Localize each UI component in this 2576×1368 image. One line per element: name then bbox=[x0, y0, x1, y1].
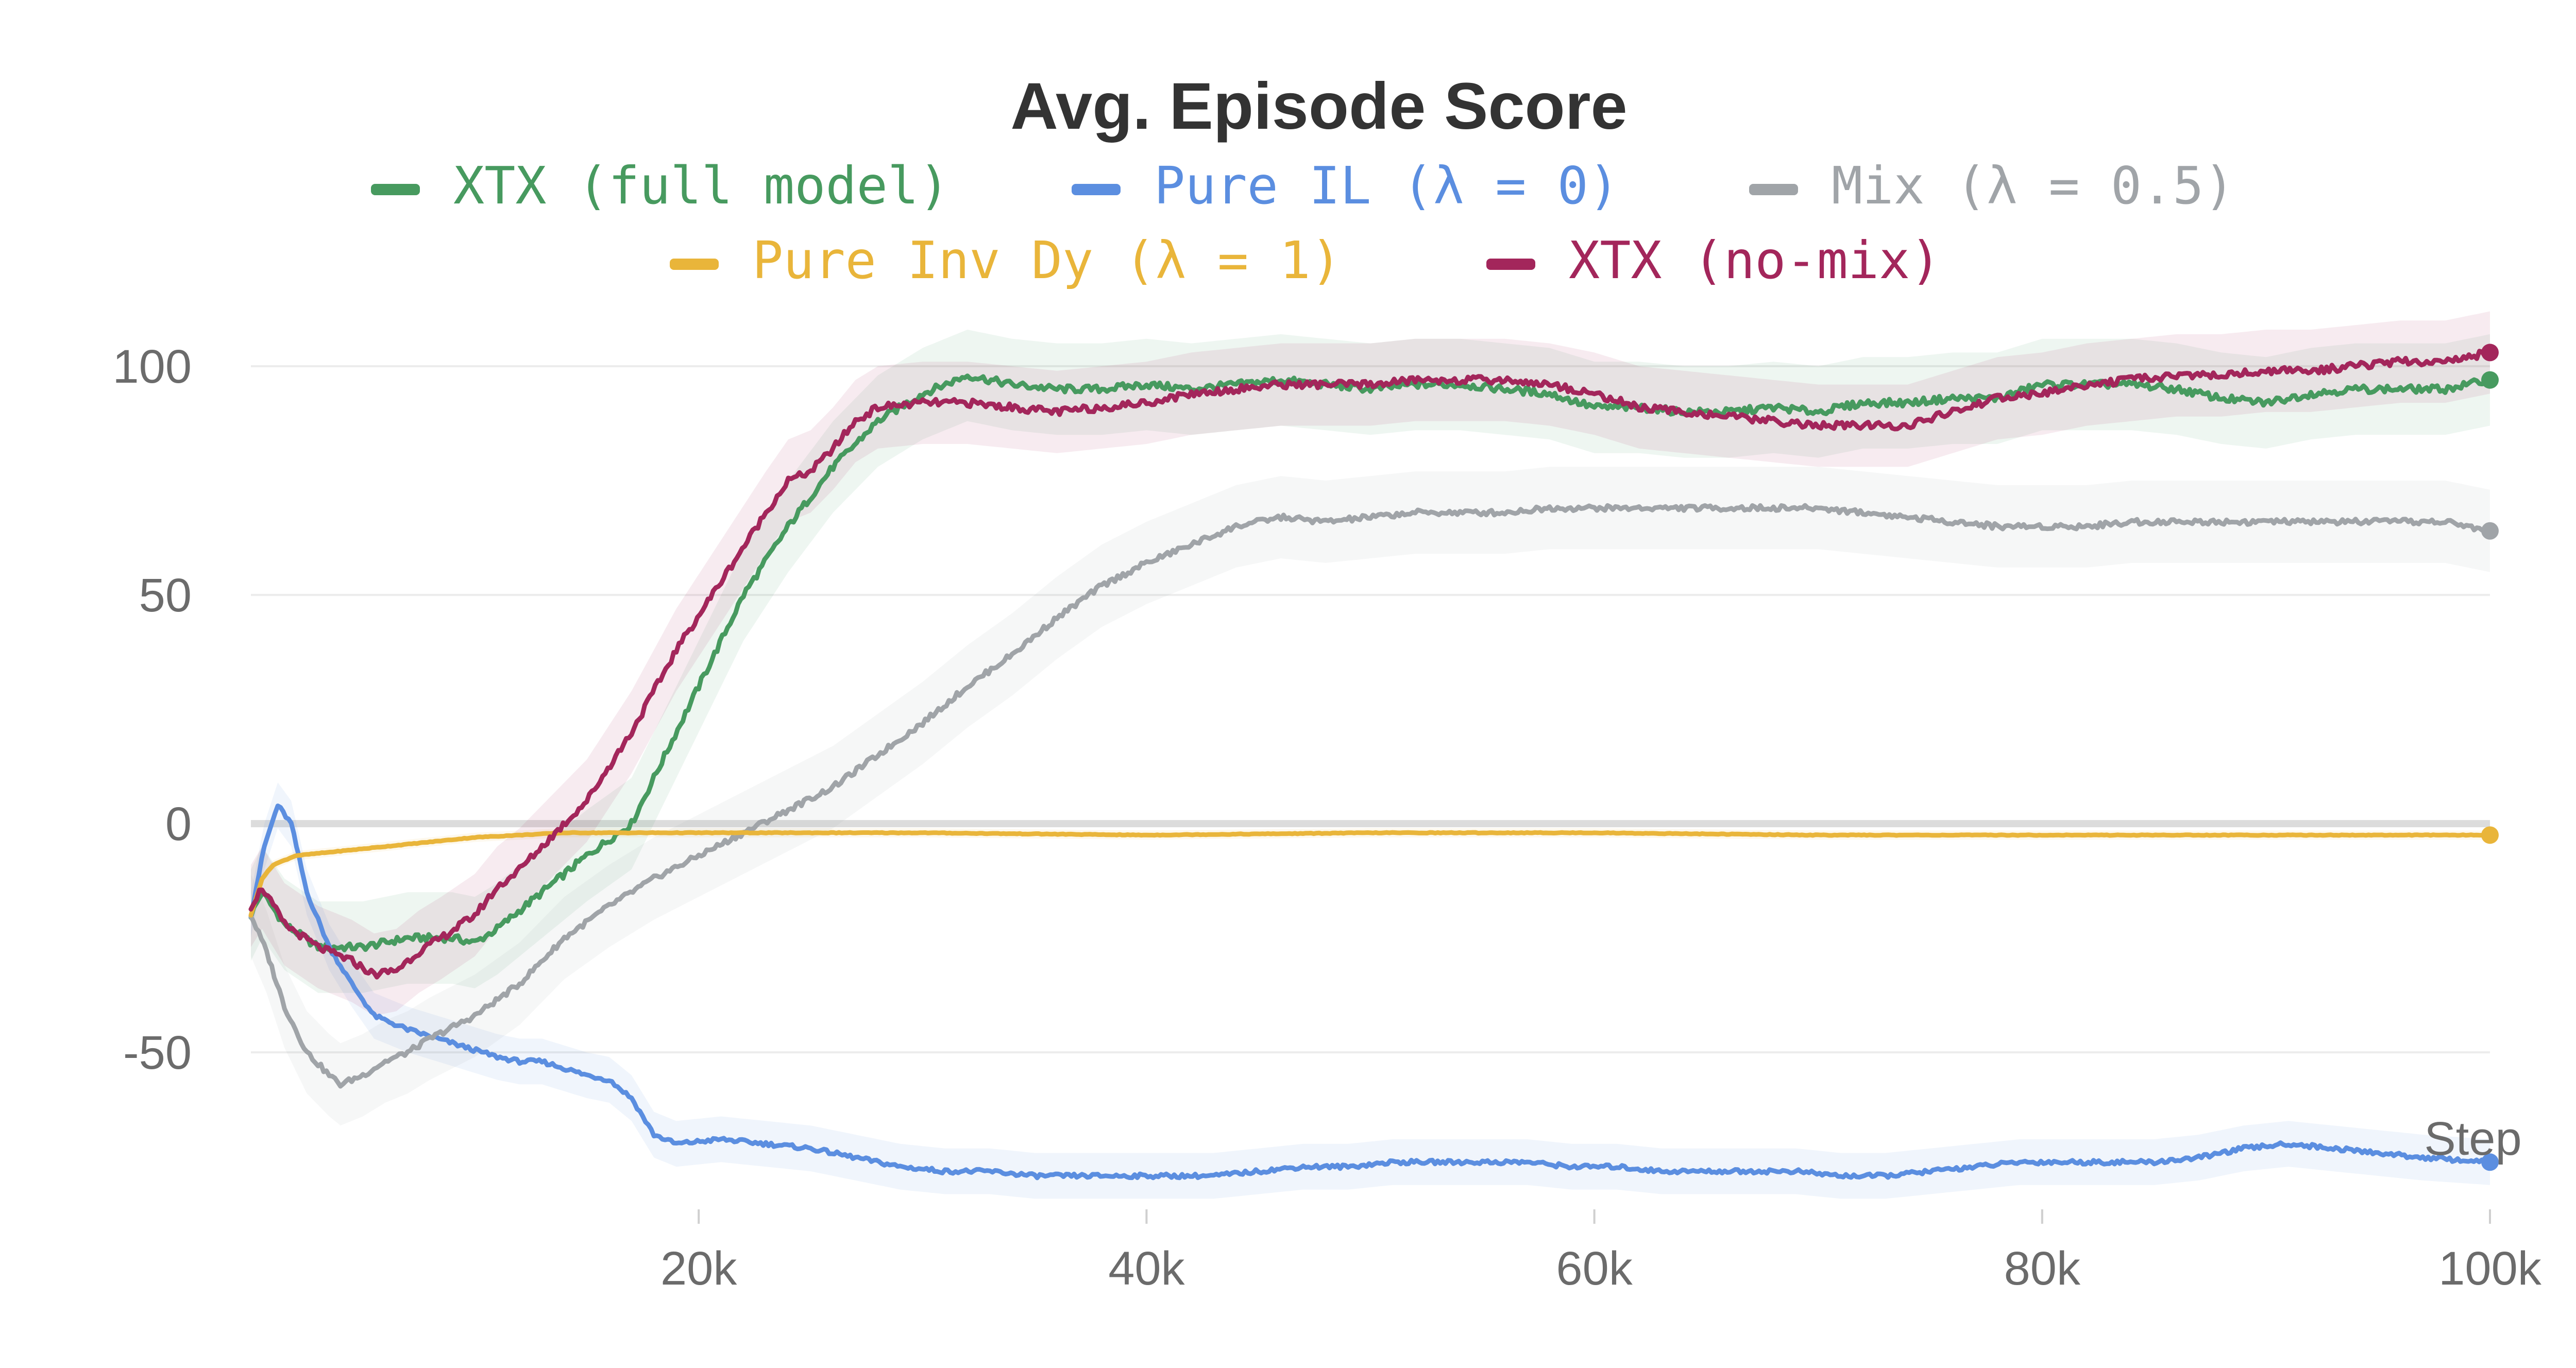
legend-swatch bbox=[670, 259, 719, 270]
legend-item-pure-il-lambda-0[interactable]: Pure IL (λ = 0) bbox=[1072, 156, 1619, 216]
legend-item-xtx-no-mix[interactable]: XTX (no-mix) bbox=[1486, 230, 1941, 290]
legend-swatch bbox=[371, 184, 420, 195]
series-endpoints bbox=[2481, 344, 2499, 1171]
legend-label: Mix (λ = 0.5) bbox=[1832, 156, 2235, 216]
series-line-pure-il-lambda-0 bbox=[248, 803, 2493, 1181]
series-endpoint-mix-lambda-0-5 bbox=[2481, 522, 2499, 540]
y-tick-label: -50 bbox=[123, 1027, 192, 1079]
y-tick-label: 50 bbox=[139, 569, 192, 622]
legend-swatch bbox=[1749, 184, 1798, 195]
x-axis-label: Step bbox=[2424, 1113, 2521, 1165]
series-endpoint-pure-inv-dy-lambda-1 bbox=[2481, 826, 2499, 844]
series-line-mix-lambda-0-5 bbox=[248, 503, 2493, 1089]
axes: 100 50 0 -50 20k 40k 60k 80k 100k bbox=[113, 340, 2542, 1295]
y-tick-label: 0 bbox=[165, 798, 192, 850]
legend-item-mix-lambda-0-5[interactable]: Mix (λ = 0.5) bbox=[1749, 156, 2235, 216]
legend-label: XTX (full model) bbox=[453, 156, 950, 216]
x-tick-label: 40k bbox=[1108, 1242, 1185, 1295]
series-band-xtx-no-mix bbox=[251, 311, 2490, 1016]
legend-label: Pure IL (λ = 0) bbox=[1154, 156, 1619, 216]
grid bbox=[251, 365, 2490, 1054]
legend-label: XTX (no-mix) bbox=[1569, 230, 1941, 290]
legend-label: Pure Inv Dy (λ = 1) bbox=[752, 230, 1342, 290]
series-lines bbox=[248, 348, 2493, 1181]
series-endpoint-xtx-full-model bbox=[2481, 371, 2499, 389]
legend-item-xtx-full-model[interactable]: XTX (full model) bbox=[371, 156, 950, 216]
series-band-pure-il-lambda-0 bbox=[251, 782, 2490, 1199]
x-tick-label: 80k bbox=[2004, 1242, 2081, 1295]
series-band-xtx-full-model bbox=[251, 330, 2490, 993]
x-tick-label: 20k bbox=[660, 1242, 737, 1295]
legend-swatch bbox=[1486, 259, 1535, 270]
legend-swatch bbox=[1072, 184, 1121, 195]
series-endpoint-xtx-no-mix bbox=[2481, 344, 2499, 362]
y-tick-label: 100 bbox=[113, 340, 192, 393]
series-line-pure-inv-dy-lambda-1 bbox=[248, 830, 2493, 918]
series-endpoint-pure-il-lambda-0 bbox=[2481, 1153, 2499, 1171]
series-band-mix-lambda-0-5 bbox=[251, 467, 2490, 1126]
chart-title: Avg. Episode Score bbox=[1010, 70, 1627, 143]
legend[interactable]: XTX (full model) Pure IL (λ = 0) Mix (λ = … bbox=[371, 156, 2235, 290]
x-tick-label: 60k bbox=[1556, 1242, 1633, 1295]
legend-item-pure-inv-dy-lambda-1[interactable]: Pure Inv Dy (λ = 1) bbox=[670, 230, 1342, 290]
x-tick-label: 100k bbox=[2438, 1242, 2541, 1295]
series-line-xtx-no-mix bbox=[248, 348, 2493, 980]
